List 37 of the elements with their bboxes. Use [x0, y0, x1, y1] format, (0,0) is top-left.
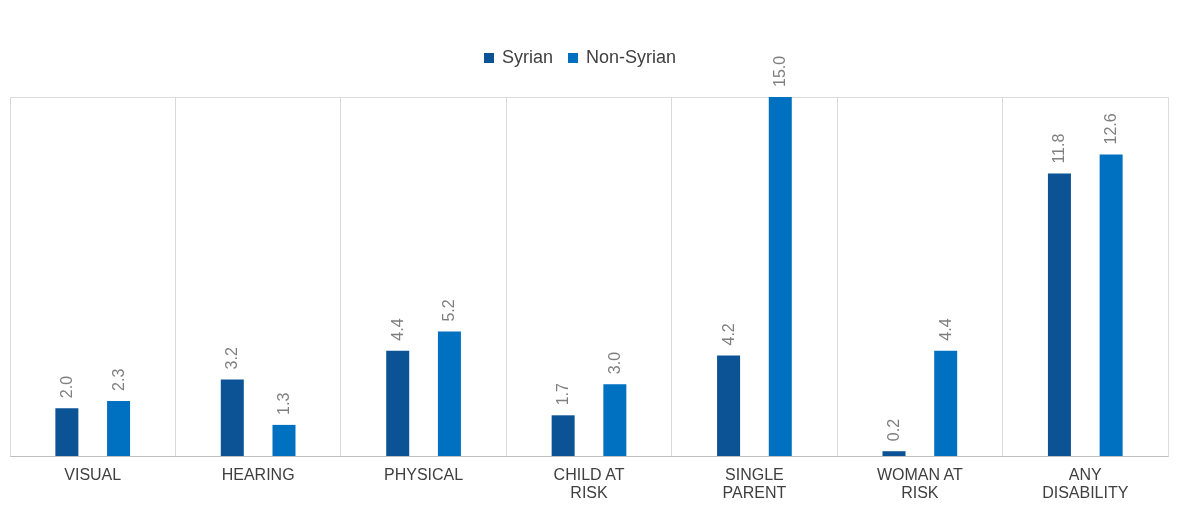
data-label: 0.2: [885, 418, 903, 442]
x-tick-label: CHILD AT RISK: [553, 465, 625, 501]
data-label: 3.2: [223, 347, 241, 370]
bar: [107, 400, 131, 456]
x-tick-label: PHYSICAL: [384, 465, 464, 483]
bar: [55, 408, 79, 456]
bar: [934, 350, 958, 456]
legend-label: Non-Syrian: [586, 47, 677, 67]
data-label: 11.8: [1050, 133, 1068, 164]
bar: [437, 331, 461, 456]
x-tick-label: ANY DISABILITY: [1042, 465, 1129, 501]
bar: [220, 379, 244, 456]
bar: [551, 415, 575, 456]
data-label: 4.2: [719, 323, 737, 346]
legend-label: Syrian: [502, 47, 554, 67]
data-label: 15.0: [771, 55, 789, 87]
data-label: 1.3: [274, 392, 292, 415]
x-tick-label: WOMAN AT RISK: [876, 465, 964, 501]
bar: [768, 97, 792, 456]
bar: [386, 350, 410, 456]
bar: [1099, 154, 1123, 456]
x-tick-label: VISUAL: [64, 465, 122, 483]
data-label: 5.2: [440, 299, 458, 322]
x-tick-label: HEARING: [221, 465, 295, 483]
data-label: 3.0: [605, 351, 623, 375]
bar: [717, 355, 741, 456]
bar: [1047, 173, 1071, 456]
data-label: 1.7: [554, 382, 572, 406]
bar: [882, 451, 906, 456]
bar: [603, 384, 627, 456]
data-label: 12.6: [1102, 113, 1120, 145]
data-label: 4.4: [936, 318, 954, 341]
data-label: 4.4: [388, 318, 406, 341]
bar: [272, 424, 296, 456]
data-label: 2.0: [57, 375, 75, 399]
x-tick-label: SINGLE PARENT: [722, 465, 787, 501]
data-label: 2.3: [109, 368, 127, 391]
